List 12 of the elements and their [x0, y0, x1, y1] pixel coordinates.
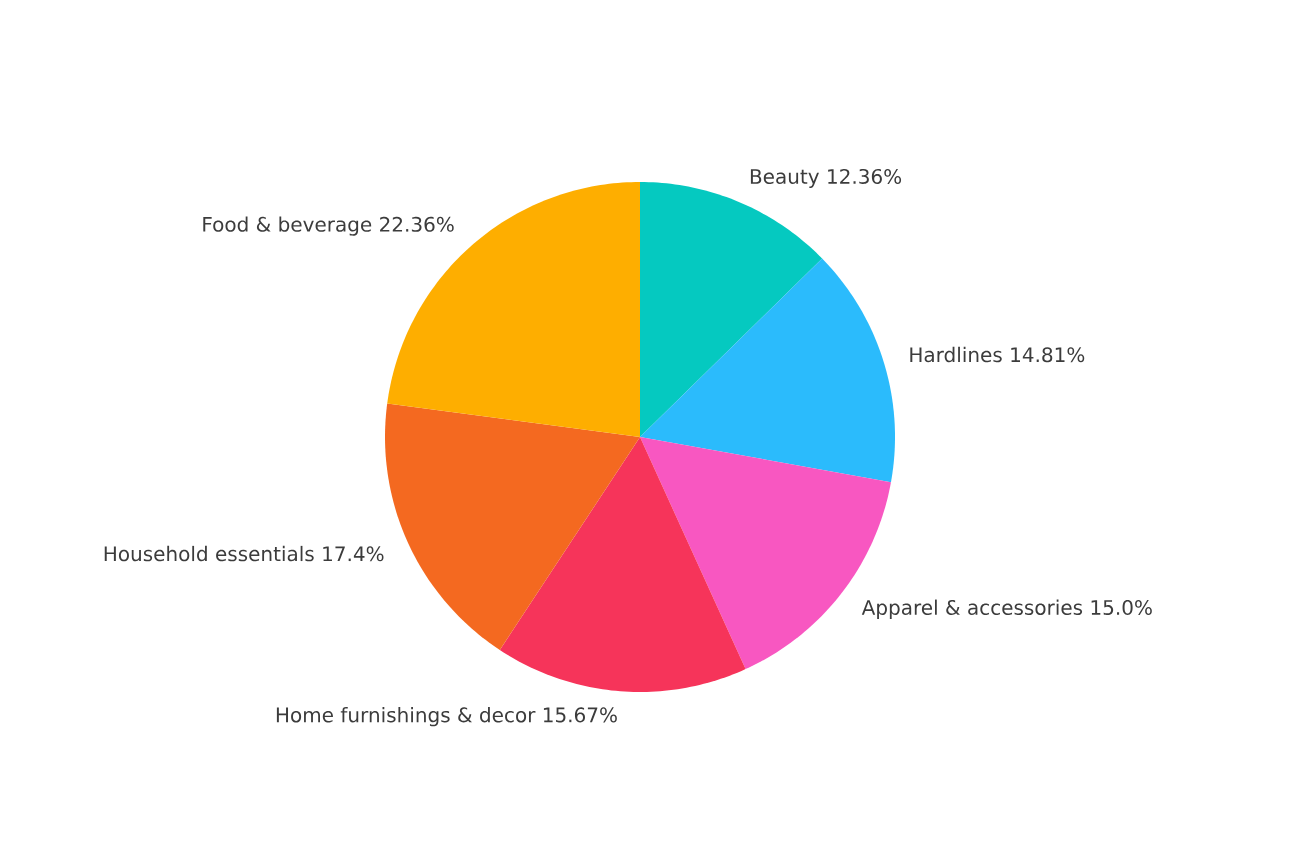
data-label: 22.36% [380, 216, 454, 232]
data-label: 12.36% [828, 168, 902, 185]
data-label: 15.0% [1091, 599, 1152, 616]
slice-label: Home furnishings & decor [276, 706, 536, 727]
slice-label: Food & beverage [203, 216, 372, 236]
data-label: 17.4% [323, 546, 384, 562]
slice-label: Apparel & accessories [861, 599, 1083, 619]
data-label: 15.67% [543, 707, 617, 723]
slice-label: Beauty [750, 169, 819, 188]
slice-label: Household essentials [104, 545, 314, 562]
slice-label: Hardlines [910, 346, 1002, 363]
data-label: 14.81% [1011, 347, 1085, 363]
